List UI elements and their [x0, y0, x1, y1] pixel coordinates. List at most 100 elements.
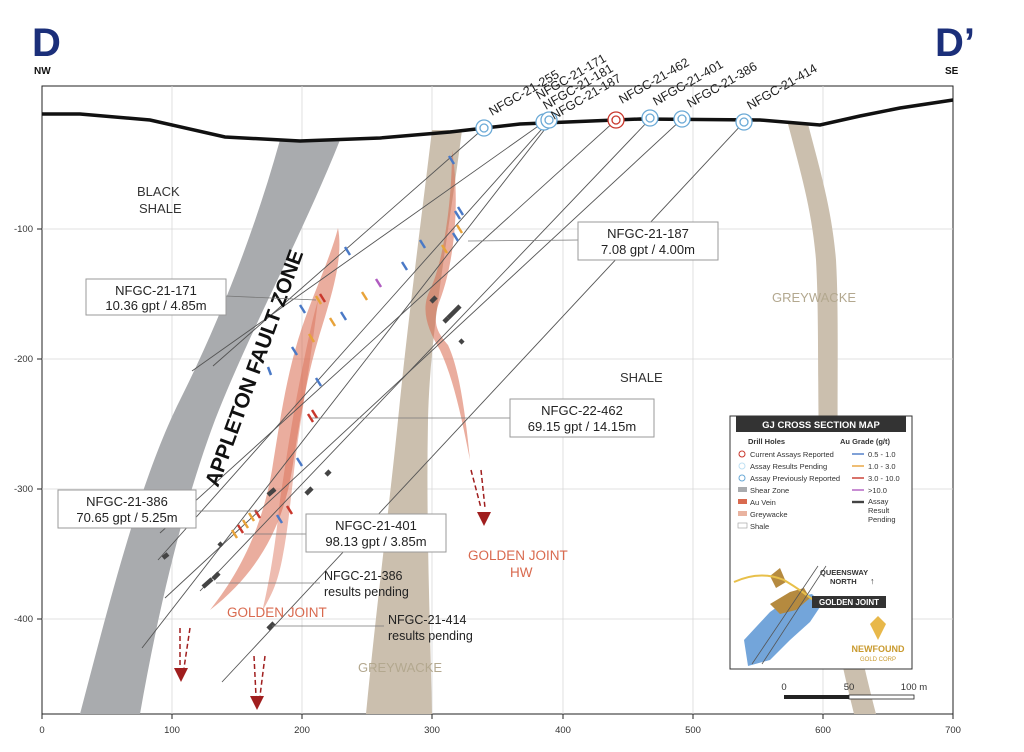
pending-segment: [211, 571, 221, 581]
pending-segment: [324, 469, 332, 477]
callout-171: NFGC-21-171 10.36 gpt / 4.85m: [85, 278, 227, 316]
arrow-head: [477, 512, 491, 526]
inset-map-section-line: [751, 565, 819, 665]
callout-187: NFGC-21-187 7.08 gpt / 4.00m: [577, 221, 719, 261]
grade-tick: [374, 278, 383, 288]
legend-swatch-shear: [738, 487, 747, 492]
grade-tick: [266, 366, 273, 376]
y-tick-label: -100: [14, 224, 33, 235]
scale-bar-dark: [784, 695, 849, 699]
collar-marker: [544, 115, 554, 125]
inset-map: QUEENSWAY NORTH ↑ GOLDEN JOINT NEWFOUND …: [732, 536, 910, 667]
grade-tick: [456, 206, 465, 216]
unit-label-greywacke: GREYWACKE: [772, 290, 856, 305]
callout-value: 70.65 gpt / 5.25m: [76, 510, 177, 525]
callout-462: NFGC-22-462 69.15 gpt / 14.15m: [509, 398, 655, 438]
grade-tick: [285, 505, 294, 515]
y-tick-label: -200: [14, 354, 33, 365]
callout-value: 98.13 gpt / 3.85m: [325, 534, 426, 549]
grade-tick: [343, 246, 352, 256]
legend-grade: 1.0 - 3.0: [868, 462, 896, 471]
pending-segment: [266, 621, 276, 631]
newfound-logo-icon: [870, 616, 886, 640]
legend-pending: Assay: [868, 497, 889, 506]
unit-label-shale: SHALE: [620, 370, 663, 385]
grade-tick: [360, 291, 369, 301]
legend-grade: >10.0: [868, 486, 887, 495]
x-tick-label: 500: [685, 725, 701, 736]
callout-hole: NFGC-22-462: [541, 403, 623, 418]
legend-item: Assay Results Pending: [750, 462, 827, 471]
unit-label-greywacke: GREYWACKE: [358, 660, 442, 675]
grade-tick: [306, 413, 315, 423]
inset-map-label: GOLDEN JOINT: [819, 598, 879, 607]
legend-item: Shale: [750, 522, 769, 531]
legend-item: Current Assays Reported: [750, 450, 834, 459]
collar-marker: [739, 117, 749, 127]
pending-segment: [458, 338, 465, 345]
x-tick-label: 100: [164, 725, 180, 736]
inset-map-label-bar: [812, 596, 886, 608]
golden-joint-hw-vein: [425, 150, 470, 460]
unit-label-golden-joint: GOLDEN JOINT: [227, 605, 327, 620]
collar-marker: [479, 123, 489, 133]
callout-value: 7.08 gpt / 4.00m: [601, 242, 695, 257]
unit-label-black-shale: BLACK: [137, 184, 180, 199]
unit-label-black-shale: SHALE: [139, 201, 182, 216]
grade-tick: [236, 524, 245, 534]
legend-swatch-previous: [738, 474, 746, 482]
grade-tick: [307, 333, 316, 343]
inset-map-deposit: [770, 588, 810, 614]
arrow-shaft: [253, 655, 257, 697]
y-axis-labels: -100 -200 -300 -400: [14, 224, 33, 625]
pending-segment: [442, 316, 450, 324]
pending-hole: NFGC-21-414: [388, 613, 467, 627]
arrow-head: [250, 696, 264, 710]
inset-map-road: [733, 574, 819, 605]
grade-tick: [298, 304, 307, 314]
company-logo-text: NEWFOUND: [852, 644, 905, 654]
grade-tick: [400, 261, 409, 271]
pending-segment: [217, 541, 224, 548]
grade-tick: [247, 512, 256, 522]
legend-grade: 3.0 - 10.0: [868, 474, 900, 483]
grade-tick: [453, 210, 462, 220]
legend-swatch-pending: [738, 462, 746, 470]
inset-map-label: QUEENSWAY: [820, 568, 868, 577]
inset-map-label: NORTH: [830, 577, 857, 586]
collar-marker: [677, 114, 687, 124]
leader-lines: [196, 239, 579, 627]
scale-tick-label: 0: [781, 682, 786, 693]
pending-segment: [304, 486, 314, 496]
unit-label-golden-joint-hw: HW: [510, 565, 533, 580]
section-direction-left: NW: [34, 66, 51, 77]
pending-segments: [161, 295, 465, 631]
scale-tick-label: 100 m: [901, 682, 927, 693]
legend-grade: 0.5 - 1.0: [868, 450, 896, 459]
x-tick-label: 700: [945, 725, 961, 736]
arrow-shaft: [480, 469, 486, 509]
inset-map-section-line: [761, 565, 827, 665]
legend-panel: GJ CROSS SECTION MAP Drill Holes Au Grad…: [729, 415, 913, 670]
arrow-head: [174, 668, 188, 682]
pending-label-386: NFGC-21-386 results pending: [324, 569, 409, 599]
grade-tick: [241, 519, 250, 529]
axis-ticks: [37, 228, 954, 719]
x-tick-label: 0: [39, 725, 44, 736]
pending-status: results pending: [324, 585, 409, 599]
callout-hole: NFGC-21-401: [335, 518, 417, 533]
pending-label-414: NFGC-21-414 results pending: [388, 613, 473, 643]
grade-tick: [447, 155, 456, 165]
grade-tick: [275, 514, 284, 524]
callout-hole: NFGC-21-187: [607, 226, 689, 241]
scale-bar: 0 50 100 m: [781, 682, 927, 700]
section-letter-left: D: [32, 21, 61, 65]
arrow-heads: [174, 512, 491, 710]
down-plunge-arrows: [179, 469, 486, 697]
pending-hole: NFGC-21-386: [324, 569, 403, 583]
north-arrow-icon: ↑: [870, 576, 875, 586]
company-logo-subtext: GOLD CORP: [860, 657, 896, 663]
grade-ticks: [230, 155, 465, 539]
collar-current: [607, 111, 625, 129]
